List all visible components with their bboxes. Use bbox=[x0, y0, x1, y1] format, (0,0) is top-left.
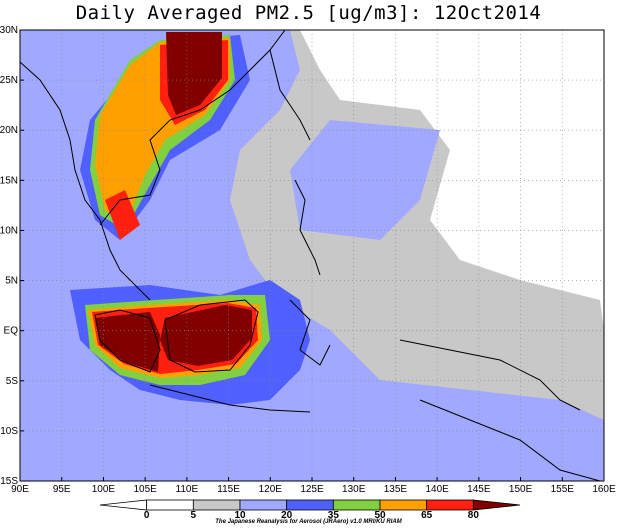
coast-borneo bbox=[164, 299, 259, 373]
colorbar-box bbox=[239, 499, 288, 511]
latitude-labels: 30N 25N 20N 15N 10N 5N EQ 5S 10S 15S bbox=[0, 25, 24, 487]
colorbar-level-label: 0 bbox=[144, 510, 150, 521]
longitude-label: 145E bbox=[467, 484, 491, 495]
latitude-label: 15S bbox=[0, 476, 18, 487]
longitude-label: 140E bbox=[425, 484, 449, 495]
longitude-label: 125E bbox=[300, 484, 324, 495]
colorbar-box bbox=[146, 499, 194, 511]
colorbar-box bbox=[472, 499, 521, 511]
latitude-label: 25N bbox=[0, 75, 18, 86]
colorbar-box bbox=[99, 499, 148, 511]
latitude-label: EQ bbox=[4, 326, 19, 337]
map-title: Daily Averaged PM2.5 [ug/m3]: 12Oct2014 bbox=[75, 2, 542, 24]
latitude-label: 30N bbox=[0, 25, 18, 36]
longitude-label: 95E bbox=[53, 484, 71, 495]
grid bbox=[20, 30, 604, 481]
field-max-north bbox=[166, 32, 222, 115]
colorbar-box bbox=[192, 499, 241, 511]
coast-sumatra bbox=[94, 309, 161, 373]
longitude-label: 135E bbox=[384, 484, 408, 495]
colorbar-level-label: 65 bbox=[421, 510, 433, 521]
coastlines bbox=[20, 30, 601, 481]
field-max-east bbox=[160, 305, 252, 366]
colorbar-box bbox=[332, 499, 381, 511]
coast-new-guinea bbox=[399, 339, 581, 411]
colorbar-box bbox=[426, 499, 474, 511]
field-20-35-east bbox=[290, 120, 440, 240]
colorbar-level-label: 10 bbox=[234, 510, 246, 521]
latitude-label: 20N bbox=[0, 125, 18, 136]
coast-java bbox=[149, 384, 311, 413]
coast-philippines bbox=[294, 179, 321, 276]
coast-indochina bbox=[20, 61, 151, 301]
field-max-west bbox=[95, 312, 160, 372]
longitude-label: 105E bbox=[133, 484, 157, 495]
field-red-west bbox=[105, 190, 140, 240]
coast-mainland bbox=[99, 30, 286, 226]
map-field bbox=[20, 30, 604, 481]
colorbar-level-label: 35 bbox=[328, 510, 340, 521]
longitude-label: 130E bbox=[342, 484, 366, 495]
latitude-label: 15N bbox=[0, 175, 18, 186]
longitude-labels: 90E 95E 100E 105E 110E 115E 120E 125E 130E 135E 14… bbox=[11, 477, 616, 495]
longitude-label: 150E bbox=[509, 484, 533, 495]
colorbar-labels: 0 5 10 20 35 50 65 80 bbox=[144, 510, 479, 521]
latitude-label: 5N bbox=[5, 276, 18, 287]
longitude-label: 90E bbox=[11, 484, 29, 495]
coast-taiwan bbox=[269, 49, 311, 141]
credit-text: The Japanese Reanalysis for Aerosol (JRA… bbox=[215, 519, 402, 525]
colorbar-level-label: 80 bbox=[468, 510, 480, 521]
colorbar-level-label: 20 bbox=[281, 510, 293, 521]
longitude-label: 120E bbox=[259, 484, 283, 495]
colorbar-box bbox=[379, 499, 428, 511]
longitude-label: 100E bbox=[92, 484, 116, 495]
latitude-label: 10N bbox=[0, 225, 18, 236]
latitude-label: 5S bbox=[6, 376, 19, 387]
longitude-label: 110E bbox=[176, 484, 199, 495]
colorbar-level-label: 50 bbox=[374, 510, 386, 521]
coast-sulawesi bbox=[289, 299, 331, 366]
latitude-label: 10S bbox=[0, 426, 18, 437]
colorbar-level-label: 5 bbox=[191, 510, 197, 521]
colorbar-boxes bbox=[99, 499, 521, 511]
field-20-35-north bbox=[20, 40, 120, 260]
coast-australia bbox=[419, 399, 601, 481]
longitude-label: 160E bbox=[592, 484, 616, 495]
colorbar-box bbox=[286, 499, 334, 511]
longitude-label: 115E bbox=[217, 484, 240, 495]
longitude-label: 155E bbox=[551, 484, 575, 495]
